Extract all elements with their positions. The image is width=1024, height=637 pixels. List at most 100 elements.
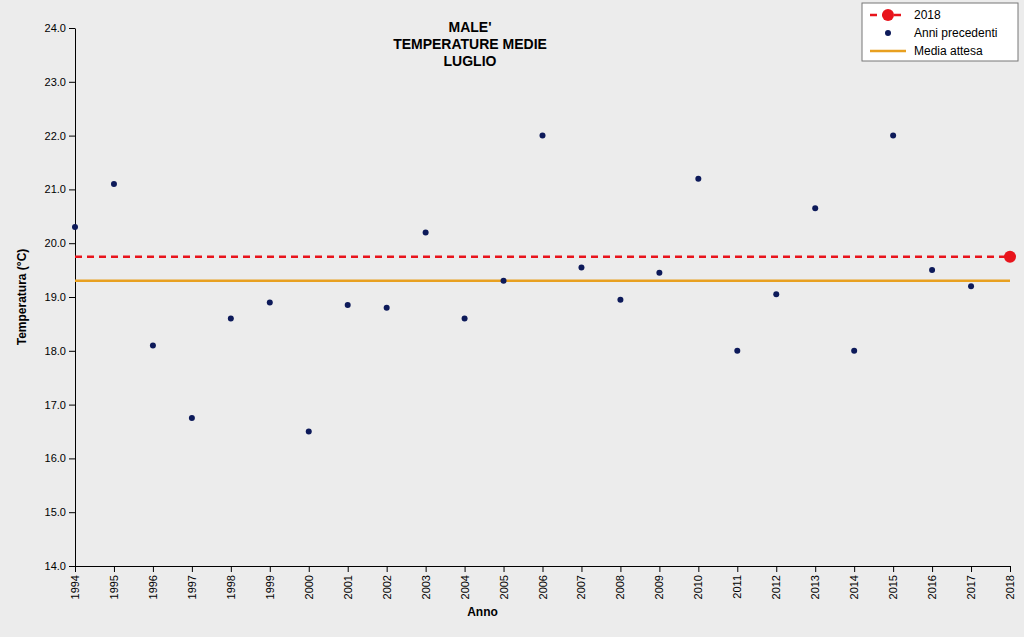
x-axis-title: Anno — [467, 605, 498, 619]
x-tick: 2007 — [575, 566, 587, 599]
x-tick: 2008 — [614, 566, 626, 599]
point — [851, 348, 857, 354]
point — [812, 205, 818, 211]
x-tick: 2012 — [770, 566, 782, 599]
x-tick-label: 1998 — [225, 575, 237, 599]
chart-svg: 14.015.016.017.018.019.020.021.022.023.0… — [0, 0, 1024, 637]
legend-item: 2018 — [870, 8, 941, 22]
legend: 2018 Anni precedenti Media attesa — [862, 3, 1018, 61]
x-axis: 1994 1995 1996 1997 1998 1999 2000 2001 2002 2003… — [69, 566, 1016, 599]
chart-container: 14.015.016.017.018.019.020.021.022.023.0… — [0, 0, 1024, 637]
x-tick: 2010 — [692, 566, 704, 599]
x-tick: 2014 — [848, 566, 860, 599]
x-tick: 2009 — [653, 566, 665, 599]
x-tick-mark — [426, 566, 427, 572]
y-tick-mark — [69, 512, 75, 513]
y-tick-label: 19.0 — [45, 291, 66, 303]
point — [540, 133, 546, 139]
x-tick: 1998 — [225, 566, 237, 599]
x-tick-mark — [348, 566, 349, 572]
y-tick-mark — [69, 351, 75, 352]
y-tick-label: 14.0 — [45, 560, 66, 572]
x-tick-label: 2014 — [848, 575, 860, 599]
y-tick-mark — [69, 28, 75, 29]
x-tick: 2018 — [1004, 566, 1016, 599]
y-tick: 22.0 — [45, 130, 75, 142]
x-tick-label: 1999 — [264, 575, 276, 599]
title: TEMPERATURE MEDIE — [393, 36, 547, 52]
point — [890, 133, 896, 139]
point — [228, 316, 234, 322]
point — [423, 229, 429, 235]
x-tick-mark — [893, 566, 894, 572]
y-tick: 17.0 — [45, 399, 75, 411]
legend-label: Media attesa — [914, 44, 983, 58]
x-tick: 2015 — [887, 566, 899, 599]
point — [306, 429, 312, 435]
x-tick-label: 2013 — [809, 575, 821, 599]
x-tick-label: 2010 — [692, 575, 704, 599]
x-tick-mark — [153, 566, 154, 572]
y-axis: 14.015.016.017.018.019.020.021.022.023.0… — [45, 22, 76, 572]
legend-item: Media attesa — [870, 44, 983, 58]
y-tick-mark — [69, 297, 75, 298]
x-tick-mark — [971, 566, 972, 572]
point — [773, 291, 779, 297]
x-tick-mark — [620, 566, 621, 572]
y-tick: 19.0 — [45, 291, 75, 303]
x-tick-label: 2001 — [342, 575, 354, 599]
y-tick-label: 20.0 — [45, 237, 66, 249]
x-tick: 2000 — [303, 566, 315, 599]
x-tick: 2006 — [537, 566, 549, 599]
point — [734, 348, 740, 354]
point — [968, 283, 974, 289]
legend-item: Anni precedenti — [885, 26, 997, 40]
legend-symbol — [885, 30, 891, 36]
y-tick-label: 24.0 — [45, 22, 66, 34]
series-line — [75, 280, 1010, 283]
x-tick-label: 2007 — [575, 575, 587, 599]
x-tick-mark — [270, 566, 271, 572]
x-tick: 2001 — [342, 566, 354, 599]
y-tick: 15.0 — [45, 506, 75, 518]
x-tick: 1994 — [69, 566, 81, 599]
y-tick: 18.0 — [45, 345, 75, 357]
point — [656, 270, 662, 276]
x-tick: 2002 — [381, 566, 393, 599]
x-tick: 2005 — [498, 566, 510, 599]
x-tick: 1996 — [147, 566, 159, 599]
legend-box — [862, 3, 1018, 61]
x-tick-label: 2003 — [420, 575, 432, 599]
x-tick-label: 2000 — [303, 575, 315, 599]
y-tick-mark — [69, 189, 75, 190]
x-tick-mark — [231, 566, 232, 572]
x-tick-label: 2017 — [965, 575, 977, 599]
point — [72, 224, 78, 230]
y-tick-label: 23.0 — [45, 76, 66, 88]
point — [111, 181, 117, 187]
y-axis-title: Temperatura (°C) — [15, 249, 29, 346]
x-tick-mark — [737, 566, 738, 572]
y-tick-label: 17.0 — [45, 399, 66, 411]
y-tick-mark — [69, 243, 75, 244]
point — [345, 302, 351, 308]
y-tick: 24.0 — [45, 22, 75, 34]
x-tick: 2013 — [809, 566, 821, 599]
x-tick-mark — [465, 566, 466, 572]
x-tick-label: 2012 — [770, 575, 782, 599]
x-tick-label: 1995 — [108, 575, 120, 599]
title: MALE' — [449, 19, 492, 35]
x-tick-mark — [815, 566, 816, 572]
x-tick-label: 2002 — [381, 575, 393, 599]
point — [267, 299, 273, 305]
point — [189, 415, 195, 421]
x-tick-mark — [581, 566, 582, 572]
x-tick-mark — [776, 566, 777, 572]
y-tick-mark — [69, 82, 75, 83]
point — [617, 297, 623, 303]
x-tick-label: 2016 — [926, 575, 938, 599]
x-tick: 1997 — [186, 566, 198, 599]
y-tick-mark — [69, 458, 75, 459]
x-tick-label: 2008 — [614, 575, 626, 599]
x-tick-mark — [1010, 566, 1011, 572]
